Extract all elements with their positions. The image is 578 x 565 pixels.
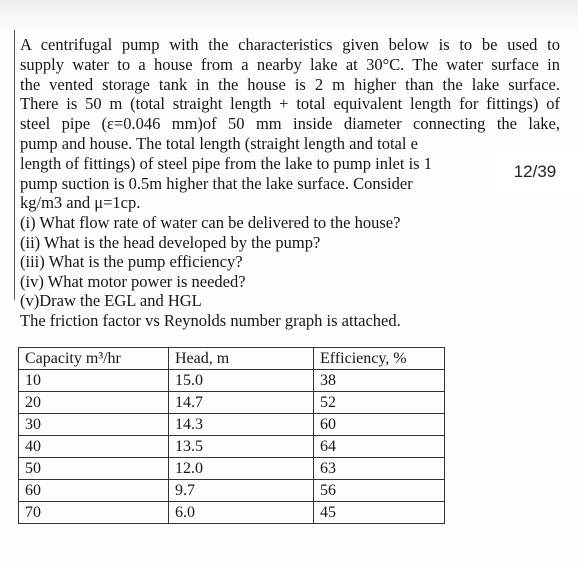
table-row: 30 14.3 60: [18, 413, 445, 436]
table-cell: 15.0: [168, 369, 314, 392]
table-cell: 40: [18, 435, 169, 458]
table-cell: 12.0: [168, 457, 314, 480]
table-row: 70 6.0 45: [18, 501, 445, 524]
table-cell: 45: [313, 501, 445, 524]
question-line: (iii) What is the pump efficiency?: [20, 252, 243, 272]
paragraph-line: There is 50 m (total straight length + t…: [20, 94, 560, 114]
page-bleed: [0, 0, 578, 30]
table-row: 60 9.7 56: [18, 479, 445, 502]
paragraph-line: supply water to a house from a nearby la…: [20, 54, 560, 74]
table-cell: 20: [18, 391, 169, 414]
table-cell: 38: [313, 369, 445, 392]
question-line: (iv) What motor power is needed?: [20, 271, 246, 291]
table-row: 50 12.0 63: [18, 457, 445, 480]
paragraph-line: A centrifugal pump with the characterist…: [20, 35, 560, 54]
paragraph-line: the vented storage tank in the house is …: [20, 74, 560, 94]
table-cell: 30: [18, 413, 169, 436]
table-cell: 60: [18, 479, 169, 502]
table-cell: 64: [313, 435, 445, 458]
header-cell: Capacity m³/hr: [18, 347, 169, 370]
header-row: Capacity m³/hr Head, m Efficiency, %: [18, 347, 445, 370]
header-cell: Efficiency, %: [313, 347, 445, 370]
margin-line: [14, 30, 15, 300]
paragraph-line: pump suction is 0.5m higher that the lak…: [20, 173, 413, 193]
table-cell: 9.7: [168, 479, 314, 502]
table-cell: 60: [313, 413, 445, 436]
table-cell: 56: [313, 479, 445, 502]
table-cell: 70: [18, 501, 169, 524]
pump-table: Capacity m³/hr Head, m Efficiency, % 10 15.0…: [18, 347, 445, 524]
table-row: 20 14.7 52: [18, 391, 445, 414]
table-cell: 50: [18, 457, 169, 480]
table-cell: 63: [313, 457, 445, 480]
table-row: 40 13.5 64: [18, 435, 445, 458]
paragraph-line: length of fittings) of steel pipe from t…: [20, 153, 432, 173]
table-cell: 52: [313, 391, 445, 414]
header-cell: Head, m: [168, 347, 314, 370]
page-indicator: 12/39: [492, 150, 578, 194]
table-cell: 6.0: [168, 501, 314, 524]
question-line: (ii) What is the head developed by the p…: [20, 232, 321, 252]
table-cell: 14.3: [168, 413, 314, 436]
question-line: The friction factor vs Reynolds number g…: [20, 310, 401, 330]
table-cell: 13.5: [168, 435, 314, 458]
paragraph-line: kg/m3 and μ=1cp.: [20, 193, 141, 213]
paragraph-line: steel pipe (ε=0.046 mm)of 50 mm inside d…: [20, 114, 560, 134]
paragraph-line: pump and house. The total length (straig…: [20, 134, 418, 153]
table-cell: 10: [18, 369, 169, 392]
question-line: (i) What flow rate of water can be deliv…: [20, 213, 401, 233]
table-cell: 14.7: [168, 391, 314, 414]
table-row: 10 15.0 38: [18, 369, 445, 392]
question-line: (v)Draw the EGL and HGL: [20, 291, 202, 311]
